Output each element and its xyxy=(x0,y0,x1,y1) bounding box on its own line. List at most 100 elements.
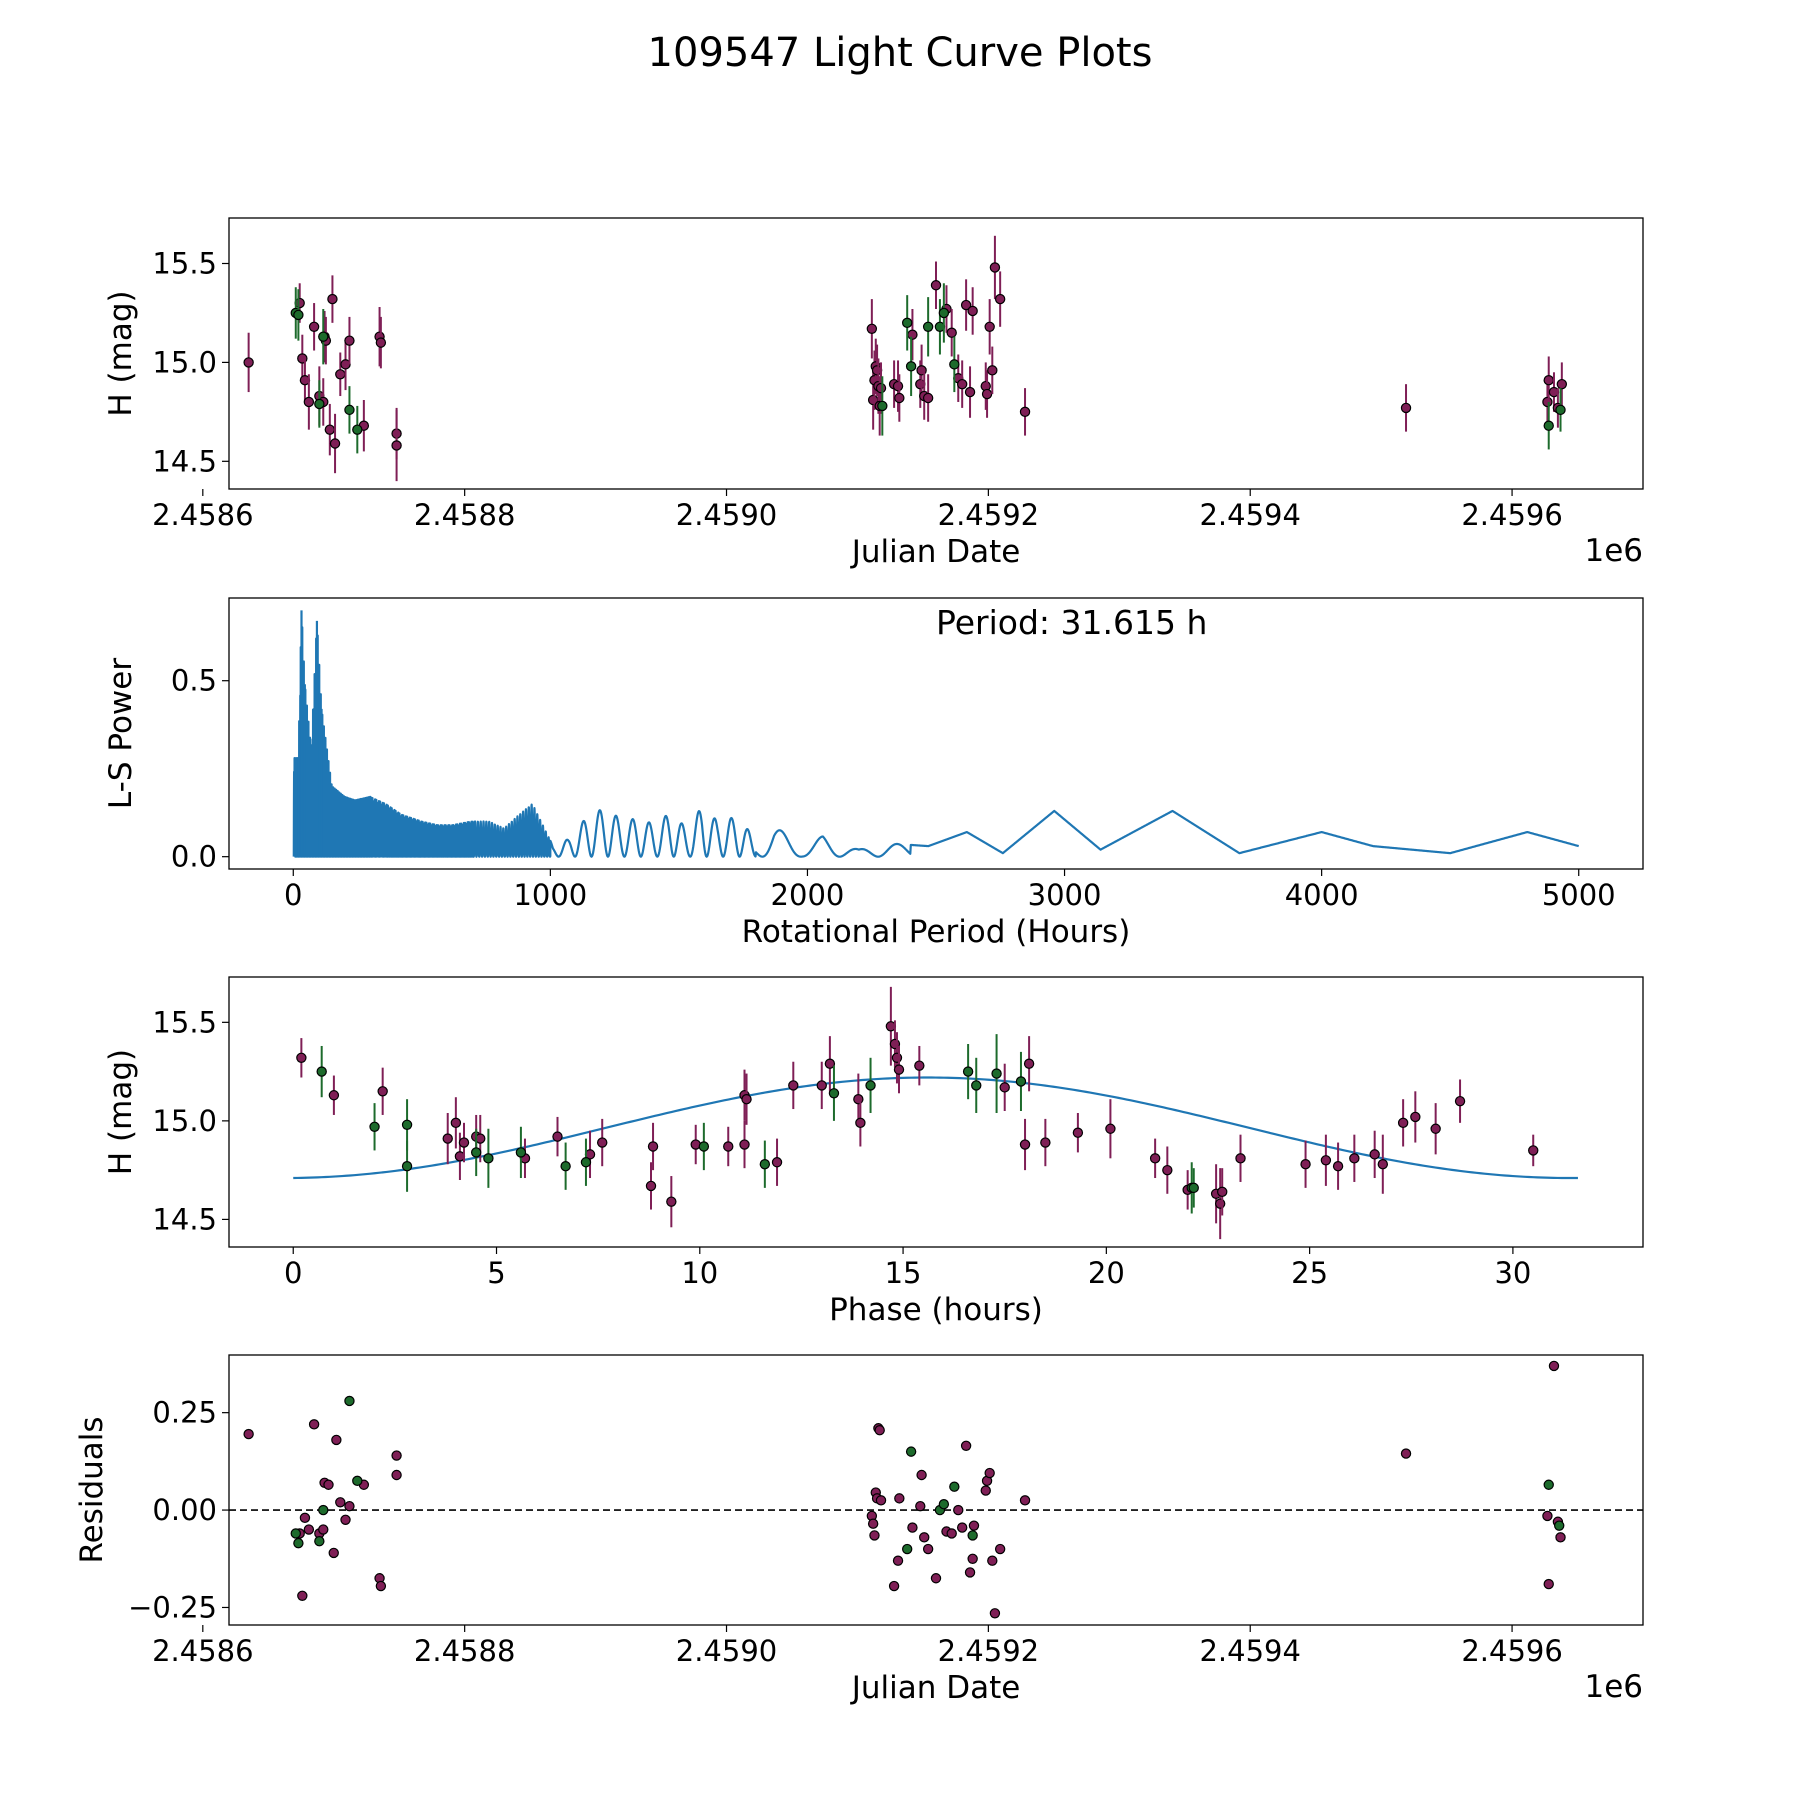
panel-phased: 0 5 10 15 20 25 30 14.5 15.0 15.5 Phase (hours) H (… xyxy=(103,976,1644,1328)
residual-point-band_b xyxy=(905,1446,917,1457)
x-tick-label: 2.4594 xyxy=(1199,1634,1300,1668)
data-point-band_a xyxy=(1528,1145,1539,1156)
x-tick-label: 10 xyxy=(681,1256,718,1290)
data-point-band_a xyxy=(1040,1137,1051,1148)
data-point-band_b xyxy=(905,361,917,372)
data-point-band_b xyxy=(962,1066,974,1077)
residual-point-band_b xyxy=(352,1475,363,1487)
y-tick-label: 15.5 xyxy=(152,246,217,280)
data-point-band_a xyxy=(1149,1153,1161,1164)
x-axis-label: Julian Date xyxy=(850,1670,1021,1706)
x-tick-label: 2.4590 xyxy=(676,498,777,532)
plot-area-periodogram xyxy=(292,610,1580,858)
data-point-band_b xyxy=(369,1121,380,1132)
data-point-band_a xyxy=(1019,406,1031,418)
data-point-band_a xyxy=(964,386,976,398)
data-point-band_b xyxy=(877,400,888,412)
data-point-band_b xyxy=(483,1153,494,1164)
residual-point-band_a xyxy=(328,1547,339,1559)
data-point-band_a xyxy=(344,335,355,346)
data-point-band_b xyxy=(1543,420,1554,431)
x-tick-label: 2.4592 xyxy=(938,498,1039,532)
data-point-band_a xyxy=(1543,375,1554,386)
data-point-band_b xyxy=(949,359,960,370)
data-point-band_a xyxy=(442,1133,453,1144)
data-point-band_a xyxy=(296,1052,307,1064)
residual-point-band_b xyxy=(1554,1520,1565,1531)
plot-area-phased xyxy=(293,986,1578,1240)
data-point-band_a xyxy=(1430,1123,1441,1134)
data-point-band_a xyxy=(893,1064,905,1075)
residual-point-band_a xyxy=(922,1543,934,1555)
plot-area-lightcurve xyxy=(243,235,1568,482)
data-point-band_a xyxy=(1332,1160,1344,1172)
data-point-band_a xyxy=(994,293,1006,305)
data-point-band_a xyxy=(1397,1117,1409,1129)
data-point-band_a xyxy=(243,357,254,368)
x-tick-label: 0 xyxy=(284,878,302,912)
data-point-band_a xyxy=(327,293,338,305)
data-point-band_b xyxy=(352,424,363,435)
data-point-band_a xyxy=(335,369,346,380)
x-axis-label: Phase (hours) xyxy=(829,1292,1043,1328)
data-point-band_a xyxy=(1377,1159,1389,1170)
residual-point-band_a xyxy=(964,1567,976,1578)
data-point-band_a xyxy=(329,438,341,449)
y-tick-label: 0.00 xyxy=(152,1493,217,1527)
data-point-band_a xyxy=(647,1141,659,1152)
panel-lightcurve: 2.4586 2.4588 2.4590 2.4592 2.4594 2.4596 14.5… xyxy=(103,217,1644,570)
data-point-band_b xyxy=(314,398,325,410)
data-point-band_b xyxy=(1555,404,1566,416)
data-point-band_a xyxy=(1105,1123,1116,1134)
residual-point-band_a xyxy=(867,1518,879,1529)
x-tick-label: 20 xyxy=(1088,1256,1125,1290)
data-point-band_a xyxy=(987,365,998,376)
data-point-band_b xyxy=(938,307,950,319)
axes-frame xyxy=(228,1354,1644,1626)
data-point-band_b xyxy=(1188,1182,1199,1194)
data-point-band_b xyxy=(971,1080,982,1091)
data-point-band_a xyxy=(891,1052,903,1064)
x-tick-label: 0 xyxy=(284,1256,302,1290)
data-point-band_b xyxy=(560,1160,571,1172)
residual-point-band_a xyxy=(989,1608,1001,1619)
x-axis-label: Rotational Period (Hours) xyxy=(742,914,1131,950)
y-tick-label: 15.0 xyxy=(152,345,217,379)
data-point-band_a xyxy=(303,396,315,408)
data-point-band_a xyxy=(892,380,904,392)
data-point-band_a xyxy=(1217,1186,1228,1198)
x-tick-label: 3000 xyxy=(1028,878,1102,912)
data-point-band_a xyxy=(930,280,942,291)
residual-point-band_a xyxy=(930,1573,942,1584)
data-point-band_a xyxy=(1320,1155,1332,1166)
residual-point-band_a xyxy=(968,1520,980,1531)
x-tick-label: 2.4596 xyxy=(1461,498,1562,532)
y-axis-label: H (mag) xyxy=(103,1049,139,1175)
residual-point-band_b xyxy=(1543,1479,1554,1490)
data-point-band_a xyxy=(967,305,978,317)
data-point-band_a xyxy=(907,329,918,340)
panel-residuals: 2.4586 2.4588 2.4590 2.4592 2.4594 2.4596 −0.2… xyxy=(74,1354,1644,1706)
residual-point-band_a xyxy=(953,1504,964,1516)
data-point-band_b xyxy=(401,1160,413,1172)
data-point-band_b xyxy=(828,1088,840,1099)
x-tick-label: 5000 xyxy=(1542,878,1616,912)
data-point-band_a xyxy=(984,321,995,332)
residual-point-band_b xyxy=(967,1530,978,1541)
data-point-band_b xyxy=(922,321,934,332)
residual-point-band_a xyxy=(916,1469,927,1481)
x-tick-label: 5 xyxy=(487,1256,505,1290)
data-point-band_a xyxy=(875,382,887,394)
residual-point-band_a xyxy=(391,1469,402,1481)
data-point-band_b xyxy=(580,1157,592,1168)
residual-point-band_a xyxy=(888,1580,900,1592)
data-point-band_a xyxy=(788,1080,799,1091)
data-point-band_a xyxy=(816,1080,827,1091)
data-point-band_a xyxy=(946,327,957,338)
panel-periodogram: 0 1000 2000 3000 4000 5000 0.0 0.5 Rotational Pe… xyxy=(103,597,1644,950)
residual-point-band_a xyxy=(323,1479,334,1490)
model-curve xyxy=(293,1076,1578,1180)
data-point-band_b xyxy=(401,1119,413,1131)
data-point-band_b xyxy=(865,1080,876,1091)
y-tick-label: 14.5 xyxy=(152,444,217,478)
